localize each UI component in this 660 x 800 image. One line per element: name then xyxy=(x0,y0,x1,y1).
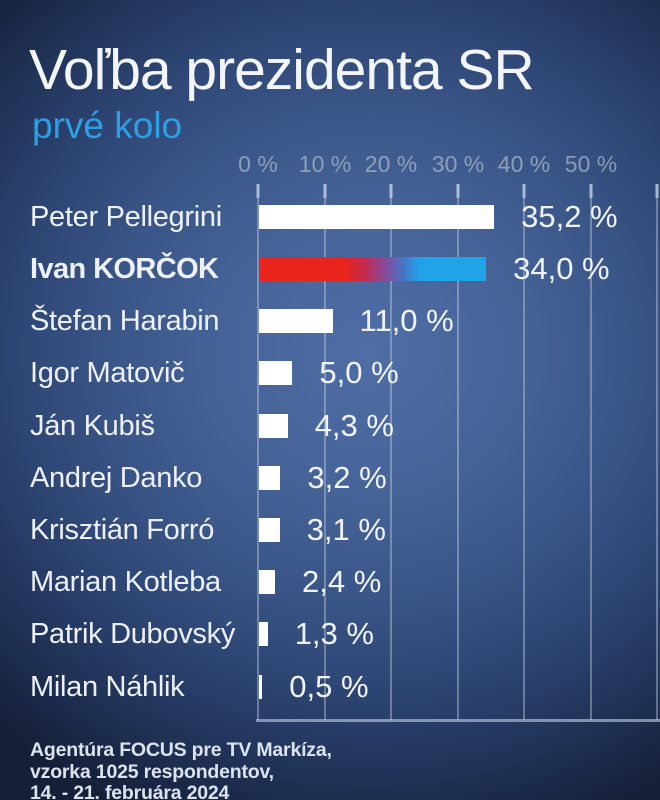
bar-track: 2,4 % xyxy=(259,564,382,599)
source-note-line: vzorka 1025 respondentov, xyxy=(30,760,274,783)
page-subtitle: prvé kolo xyxy=(32,105,183,146)
result-bar xyxy=(259,518,280,542)
candidate-row: Peter Pellegrini 35,2 % xyxy=(0,199,660,234)
result-value: 35,2 % xyxy=(521,199,618,234)
x-axis-tick-label: 10 % xyxy=(298,151,352,177)
candidate-name: Peter Pellegrini xyxy=(30,201,222,233)
candidate-name: Ján Kubiš xyxy=(30,410,155,442)
candidate-row: Patrik Dubovský 1,3 % xyxy=(0,616,660,651)
axis-tick-mark xyxy=(456,184,460,198)
axis-tick-mark xyxy=(256,184,260,198)
candidate-name: Krisztián Forró xyxy=(30,514,215,546)
gridline xyxy=(457,198,459,720)
axis-tick-mark xyxy=(655,184,659,198)
x-axis-tick-label: 20 % xyxy=(364,151,418,177)
bar-track: 34,0 % xyxy=(259,251,610,286)
result-bar xyxy=(259,361,293,385)
bar-track: 5,0 % xyxy=(259,355,399,390)
result-bar xyxy=(259,309,333,333)
result-bar xyxy=(259,466,281,490)
result-bar xyxy=(259,414,288,438)
candidate-name: Andrej Danko xyxy=(30,462,203,494)
result-value: 3,2 % xyxy=(307,460,387,495)
candidate-name: Igor Matovič xyxy=(30,357,185,389)
gridline xyxy=(590,198,592,720)
candidate-row: Ivan KORČOK 34,0 % xyxy=(0,251,660,286)
gridline xyxy=(656,198,658,720)
gridline xyxy=(390,198,392,720)
candidate-name: Marian Kotleba xyxy=(30,566,221,598)
x-axis-baseline xyxy=(256,719,660,722)
source-note-line: 14. - 21. februára 2024 xyxy=(30,782,230,800)
result-bar xyxy=(259,622,268,646)
result-value: 3,1 % xyxy=(306,512,386,547)
gridline xyxy=(324,198,326,720)
x-axis-tick-label: 0 % xyxy=(238,151,278,177)
result-value: 2,4 % xyxy=(302,564,382,599)
bar-track: 1,3 % xyxy=(259,616,374,651)
axis-tick-mark xyxy=(389,184,393,198)
result-value: 34,0 % xyxy=(513,251,610,286)
result-value: 0,5 % xyxy=(289,669,369,704)
candidate-row: Ján Kubiš 4,3 % xyxy=(0,408,660,443)
bar-track: 11,0 % xyxy=(259,303,454,338)
candidate-row: Marian Kotleba 2,4 % xyxy=(0,564,660,599)
result-value: 5,0 % xyxy=(319,355,399,390)
candidate-name: Ivan KORČOK xyxy=(30,253,219,285)
source-note: Agentúra FOCUS pre TV Markíza, vzorka 10… xyxy=(30,739,332,800)
bar-track: 4,3 % xyxy=(259,408,394,443)
candidate-row: Andrej Danko 3,2 % xyxy=(0,460,660,495)
bar-track: 3,2 % xyxy=(259,460,387,495)
x-axis-tick-label: 50 % xyxy=(564,151,618,177)
result-value: 1,3 % xyxy=(294,616,374,651)
candidate-row: Milan Náhlik 0,5 % xyxy=(0,669,660,704)
candidate-row: Krisztián Forró 3,1 % xyxy=(0,512,660,547)
bar-track: 0,5 % xyxy=(259,669,369,704)
result-value: 4,3 % xyxy=(314,408,394,443)
candidate-name: Milan Náhlik xyxy=(30,671,185,703)
axis-tick-mark xyxy=(323,184,327,198)
gridline xyxy=(257,198,259,720)
bar-track: 35,2 % xyxy=(259,199,618,234)
candidate-name: Patrik Dubovský xyxy=(30,618,236,650)
axis-tick-mark xyxy=(522,184,526,198)
result-bar xyxy=(259,570,275,594)
gridline xyxy=(523,198,525,720)
result-bar xyxy=(259,205,495,229)
x-axis-tick-label: 40 % xyxy=(497,151,551,177)
axis-tick-mark xyxy=(589,184,593,198)
x-axis-tick-label: 30 % xyxy=(431,151,485,177)
page-title: Voľba prezidenta SR xyxy=(29,38,535,102)
candidate-name: Štefan Harabin xyxy=(30,305,220,337)
candidate-row: Štefan Harabin 11,0 % xyxy=(0,303,660,338)
source-note-line: Agentúra FOCUS pre TV Markíza, xyxy=(30,739,332,761)
candidate-row: Igor Matovič 5,0 % xyxy=(0,355,660,390)
result-bar xyxy=(259,675,263,699)
result-bar-gradient xyxy=(259,257,487,281)
result-value: 11,0 % xyxy=(359,303,454,338)
bar-track: 3,1 % xyxy=(259,512,386,547)
